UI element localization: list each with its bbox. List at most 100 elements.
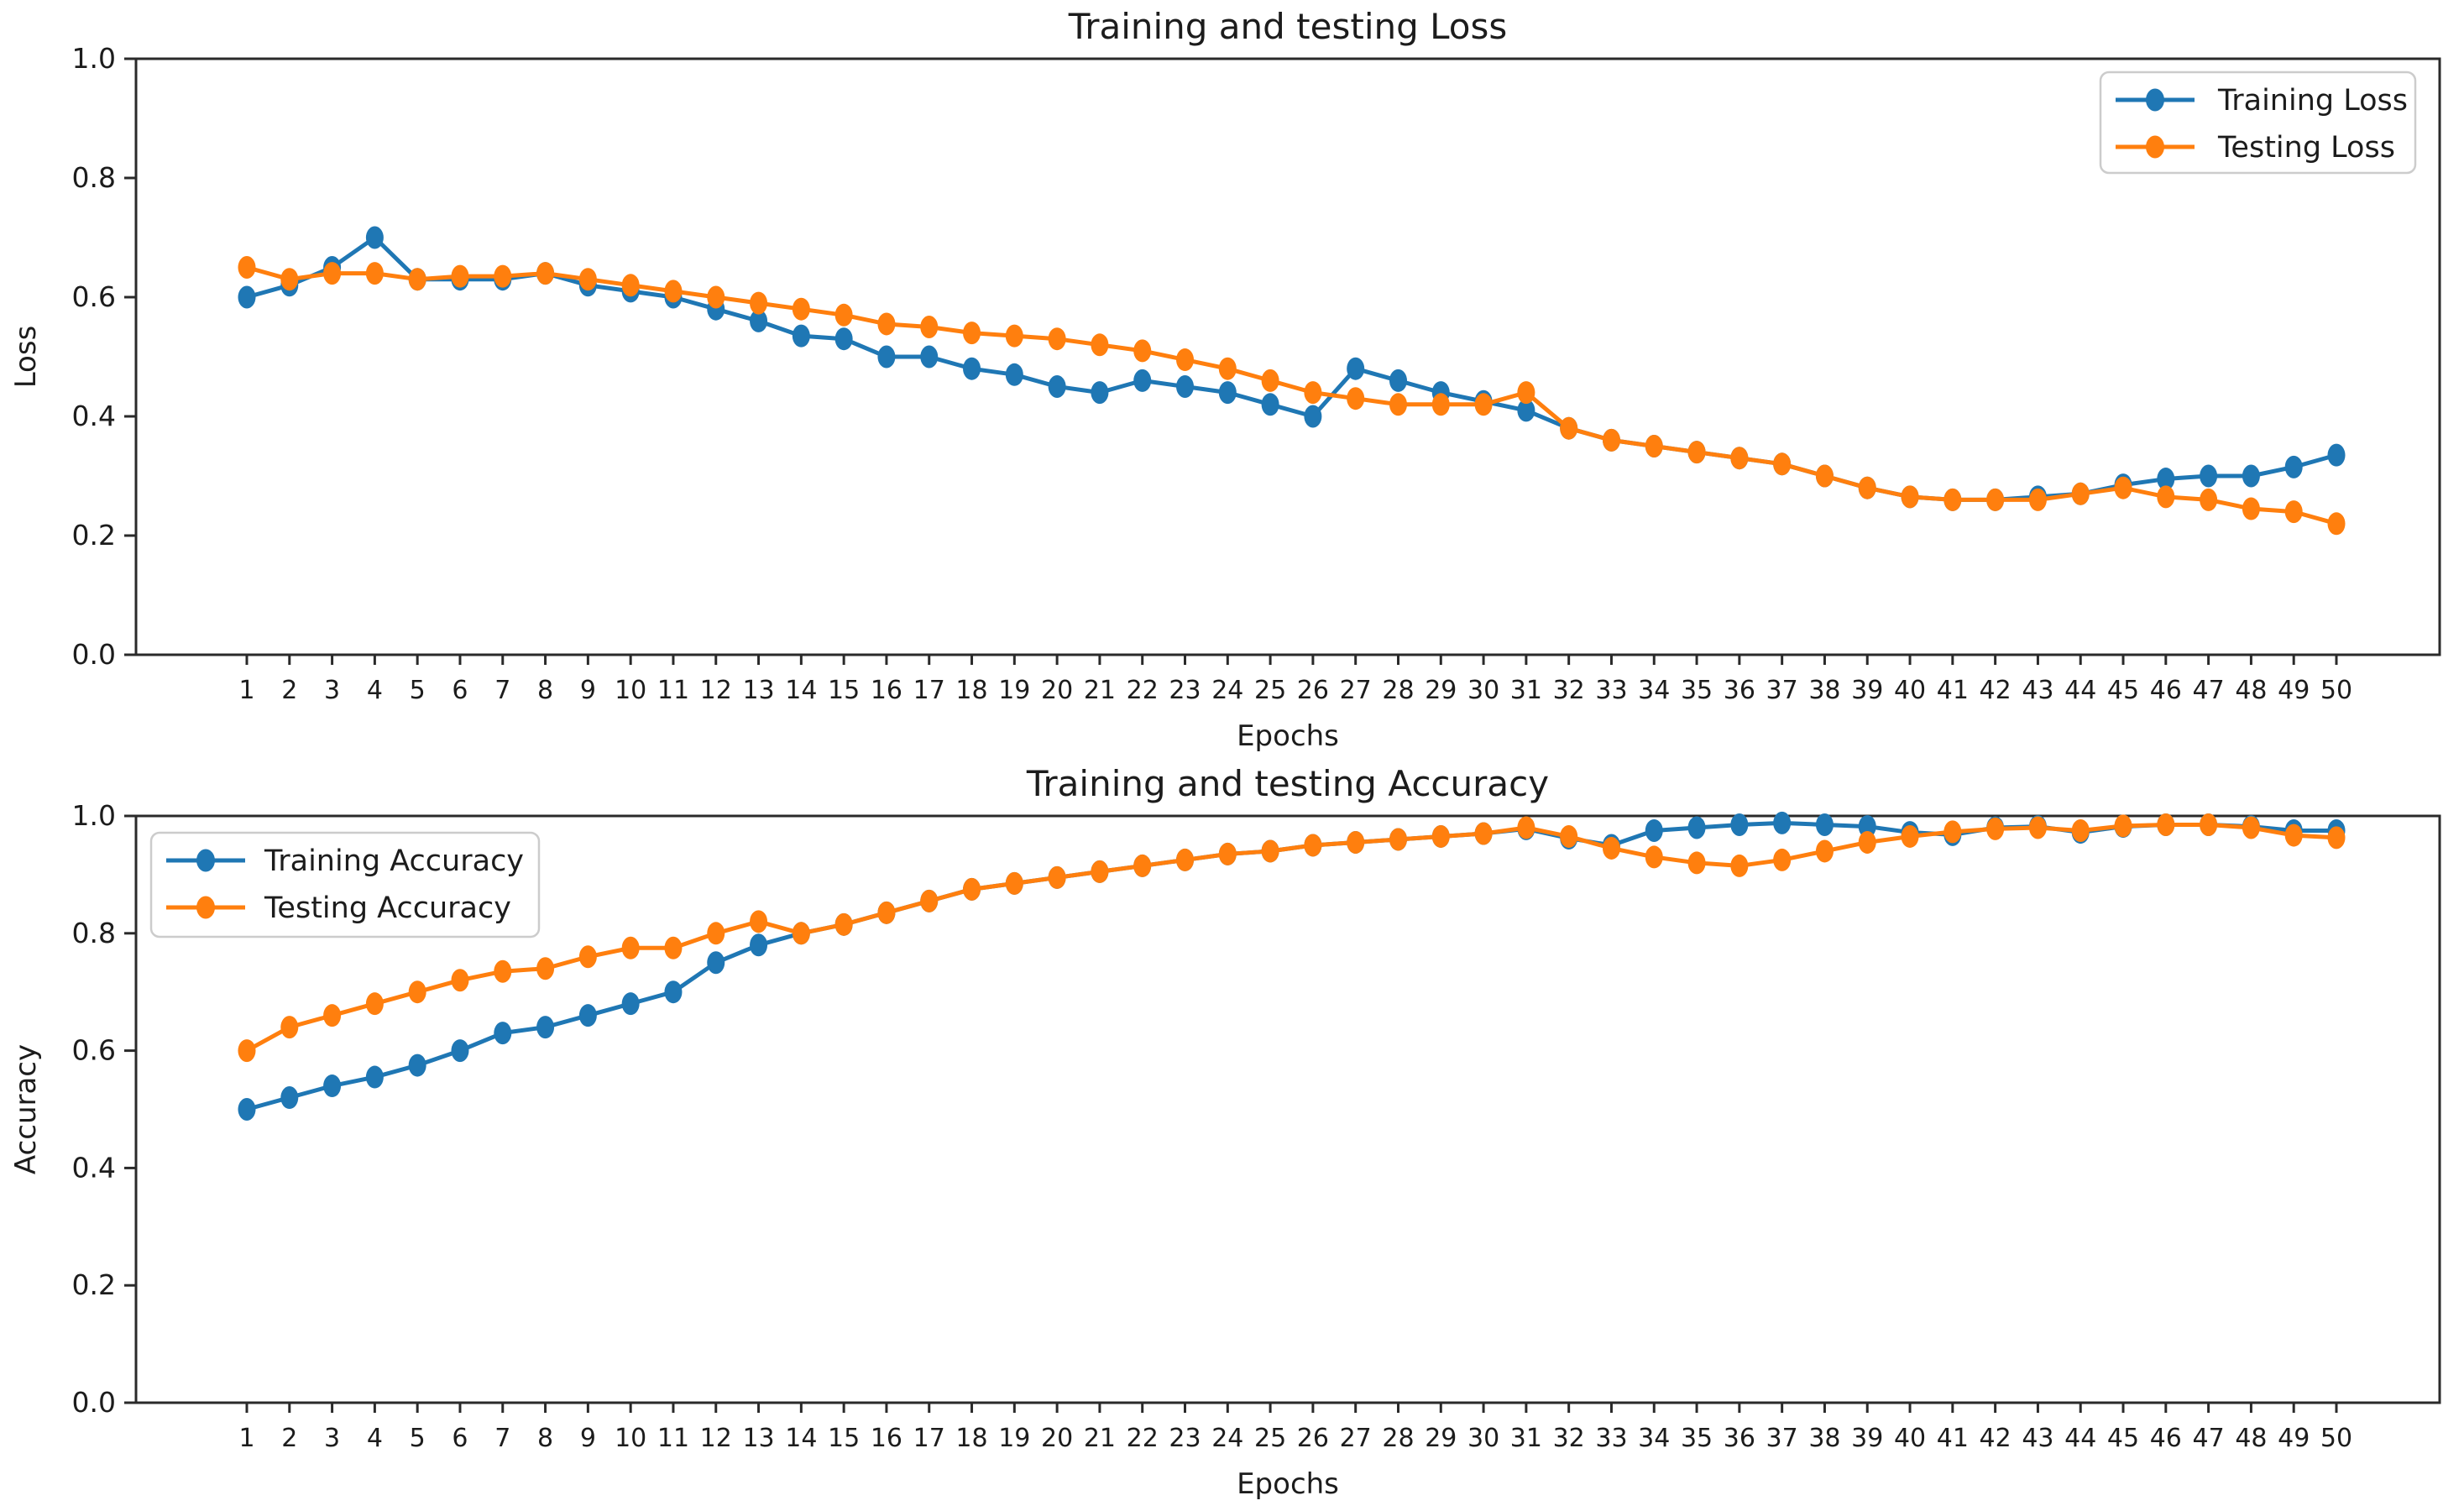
x-tick-label: 23 (1169, 676, 1201, 705)
x-tick-label: 18 (955, 1424, 987, 1453)
data-point (877, 312, 896, 336)
x-tick-label: 45 (2107, 676, 2139, 705)
data-point (1986, 488, 2005, 511)
x-tick-label: 28 (1382, 676, 1414, 705)
data-point (750, 291, 768, 315)
x-tick-label: 16 (871, 676, 902, 705)
x-tick-label: 40 (1894, 1424, 1926, 1453)
data-point (792, 297, 810, 321)
x-tick-label: 8 (537, 1424, 553, 1453)
data-point (451, 264, 469, 288)
data-point (238, 1039, 256, 1063)
data-point (408, 268, 426, 291)
x-tick-label: 3 (324, 676, 340, 705)
y-axis-label: Accuracy (9, 1044, 43, 1174)
x-tick-label: 22 (1127, 676, 1159, 705)
x-tick-label: 4 (367, 676, 383, 705)
x-tick-label: 49 (2278, 1424, 2310, 1453)
data-point (365, 992, 384, 1016)
x-tick-label: 12 (700, 1424, 732, 1453)
y-tick-label: 0.0 (72, 1386, 116, 1419)
data-point (1218, 357, 1237, 380)
x-tick-label: 37 (1766, 1424, 1798, 1453)
data-point (578, 945, 597, 969)
x-tick-label: 50 (2320, 676, 2352, 705)
data-point (1261, 839, 1279, 863)
data-point (920, 316, 939, 338)
x-tick-label: 38 (1808, 676, 1840, 705)
data-point (1048, 327, 1066, 351)
data-point (920, 345, 939, 369)
data-point (2200, 813, 2218, 836)
data-point (1176, 375, 1195, 398)
x-tick-label: 13 (742, 1424, 774, 1453)
x-tick-label: 7 (494, 676, 510, 705)
x-tick-label: 2 (281, 1424, 297, 1453)
x-tick-label: 15 (828, 1424, 860, 1453)
x-tick-label: 14 (785, 1424, 817, 1453)
y-tick-label: 0.6 (72, 1034, 116, 1067)
x-tick-label: 5 (410, 676, 426, 705)
data-point (238, 256, 256, 279)
data-point (494, 264, 512, 288)
data-point (578, 1004, 597, 1027)
x-tick-label: 8 (537, 676, 553, 705)
data-point (1560, 416, 1578, 440)
data-point (1730, 813, 1749, 836)
x-tick-label: 14 (785, 676, 817, 705)
y-tick-label: 1.0 (72, 42, 116, 75)
data-point (1304, 405, 1322, 428)
x-tick-label: 35 (1681, 676, 1713, 705)
data-point (1091, 381, 1109, 405)
y-tick-label: 0.2 (72, 1268, 116, 1301)
data-point (1474, 822, 1493, 845)
data-point (750, 933, 768, 957)
x-axis-label: Epochs (1237, 1467, 1339, 1501)
x-tick-label: 17 (913, 1424, 945, 1453)
data-point (536, 1016, 555, 1039)
x-tick-label: 23 (1169, 1424, 1201, 1453)
data-point (1645, 435, 1663, 457)
legend-marker-dot (196, 849, 215, 872)
x-tick-label: 17 (913, 676, 945, 705)
x-tick-label: 6 (452, 1424, 468, 1453)
legend: Training Accuracy Testing Accuracy (149, 831, 541, 938)
data-point (1858, 815, 1876, 839)
legend-box (149, 831, 541, 938)
data-point (1133, 339, 1152, 363)
data-point (1389, 369, 1407, 392)
data-point (1133, 854, 1152, 877)
data-point (2114, 476, 2132, 499)
legend-marker-dot (2146, 135, 2164, 159)
x-tick-label: 20 (1041, 1424, 1073, 1453)
data-point (1347, 830, 1365, 854)
x-tick-label: 18 (955, 676, 987, 705)
loss-chart: 0.00.20.40.60.81.01 2 3 4 5 6 7 8 9 10 11 12 13 14 15 1… (9, 6, 2441, 753)
data-point (1773, 452, 1792, 476)
x-tick-label: 10 (615, 1424, 646, 1453)
x-tick-label: 12 (700, 676, 732, 705)
data-point (365, 262, 384, 285)
x-tick-label: 48 (2235, 1424, 2267, 1453)
data-point (2327, 512, 2346, 536)
x-tick-label: 19 (998, 1424, 1030, 1453)
data-point (2284, 500, 2303, 524)
data-point (2028, 816, 2047, 839)
data-point (2200, 464, 2218, 488)
y-tick-label: 0.4 (72, 1151, 116, 1184)
data-point (1645, 845, 1663, 869)
legend-label: Training Accuracy (264, 844, 524, 878)
x-tick-label: 21 (1084, 1424, 1116, 1453)
y-tick-label: 0.8 (72, 917, 116, 949)
data-point (280, 268, 299, 291)
data-point (2157, 468, 2175, 491)
data-point (2157, 485, 2175, 509)
legend: Training Loss Testing Loss (2099, 71, 2417, 175)
data-point (792, 922, 810, 945)
x-tick-label: 1 (238, 676, 254, 705)
data-point (1858, 830, 1876, 854)
data-point (1773, 811, 1792, 834)
x-tick-label: 21 (1084, 676, 1116, 705)
data-point (2157, 813, 2175, 836)
x-tick-label: 26 (1297, 676, 1329, 705)
